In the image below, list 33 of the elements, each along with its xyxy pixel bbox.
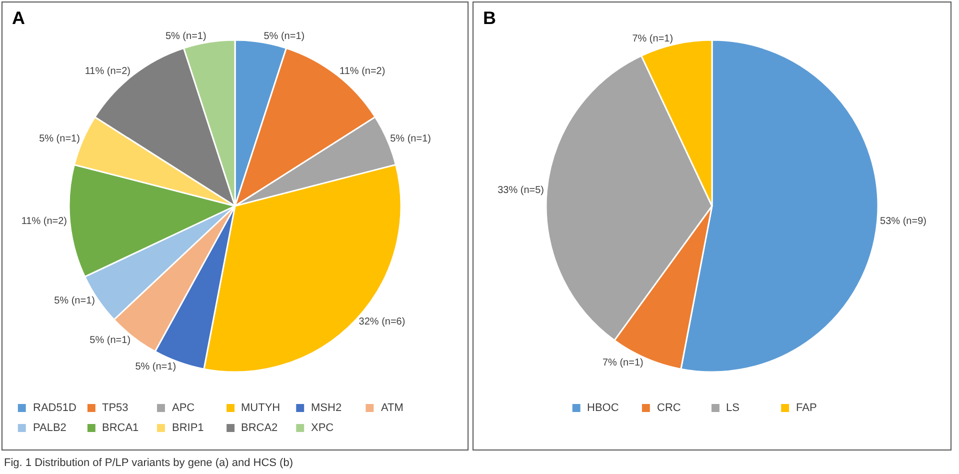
data-label: 53% (n=9) (880, 216, 926, 228)
data-label: 5% (n=1) (135, 362, 176, 373)
data-label: 5% (n=1) (165, 31, 206, 42)
legend-label: MSH2 (311, 402, 342, 414)
legend-label: BRCA2 (241, 422, 278, 434)
legend-label: ATM (381, 402, 404, 414)
data-label: 11% (n=2) (340, 66, 386, 77)
data-label: 5% (n=1) (390, 134, 431, 145)
caption: Fig. 1 Distribution of P/LP variants by gene (a) and HCS (b) (4, 457, 293, 469)
legend-label: BRCA1 (102, 422, 139, 434)
data-label: 5% (n=1) (264, 31, 305, 42)
legend-label: HBOC (587, 402, 619, 414)
legend-label: APC (172, 402, 195, 414)
data-label: 5% (n=1) (54, 296, 95, 307)
legend-label: LS (726, 402, 740, 414)
legend-label: PALB2 (33, 422, 66, 434)
legend-label: BRIP1 (172, 422, 204, 434)
data-label: 32% (n=6) (358, 316, 406, 328)
data-label: 7% (n=1) (632, 33, 674, 44)
legend-label: MUTYH (241, 402, 280, 414)
data-label: 11% (n=2) (21, 216, 68, 228)
data-label: 11% (n=2) (84, 66, 131, 77)
chart-title: B (483, 8, 496, 28)
data-label: 5% (n=1) (90, 335, 131, 346)
legend-label: XPC (311, 422, 334, 434)
data-label: 5% (n=1) (39, 134, 80, 145)
data-label: 7% (n=1) (602, 357, 644, 368)
legend-label: RAD51D (33, 402, 76, 414)
legend-label: TP53 (102, 402, 128, 414)
legend-label: FAP (796, 402, 817, 414)
data-label: 33% (n=5) (498, 184, 544, 196)
legend-label: CRC (657, 402, 681, 414)
chart-title: A (12, 8, 25, 28)
